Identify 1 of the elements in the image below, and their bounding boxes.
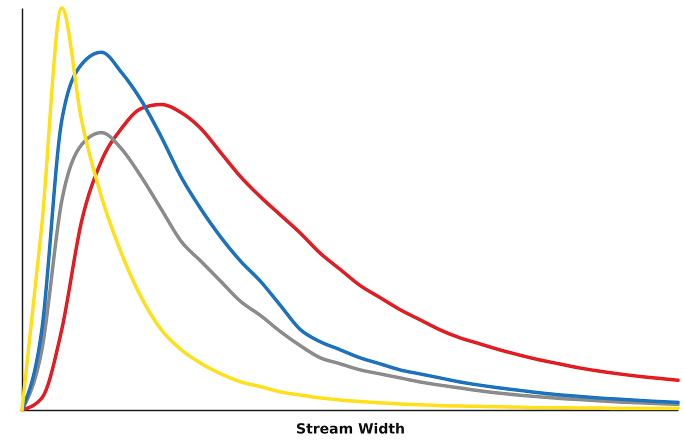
x-axis-title: Stream Width	[296, 422, 406, 438]
